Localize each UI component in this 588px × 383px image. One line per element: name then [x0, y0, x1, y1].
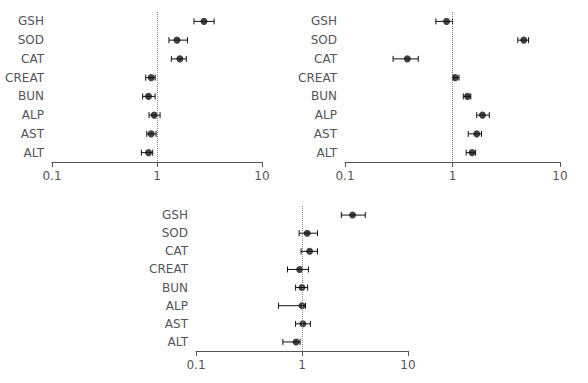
svg-text:10: 10	[254, 169, 269, 183]
svg-text:GSH: GSH	[311, 14, 337, 28]
svg-text:ALT: ALT	[167, 335, 188, 349]
svg-text:1: 1	[153, 169, 161, 183]
svg-text:10: 10	[400, 358, 415, 372]
svg-text:10: 10	[552, 169, 567, 183]
svg-text:0.1: 0.1	[186, 358, 205, 372]
svg-text:0.1: 0.1	[42, 169, 61, 183]
svg-text:ALT: ALT	[23, 146, 44, 160]
svg-text:GSH: GSH	[162, 208, 188, 222]
svg-text:CREAT: CREAT	[149, 262, 189, 276]
svg-text:AST: AST	[314, 127, 338, 141]
svg-text:0.1: 0.1	[335, 169, 354, 183]
svg-text:ALP: ALP	[166, 299, 188, 313]
svg-text:ALT: ALT	[316, 146, 337, 160]
svg-text:SOD: SOD	[311, 33, 337, 47]
svg-text:SOD: SOD	[18, 33, 44, 47]
svg-text:CREAT: CREAT	[298, 71, 338, 85]
svg-text:SOD: SOD	[162, 226, 188, 240]
svg-text:1: 1	[449, 169, 457, 183]
svg-text:CAT: CAT	[314, 52, 338, 66]
svg-text:BUN: BUN	[311, 89, 337, 103]
svg-text:AST: AST	[21, 127, 45, 141]
svg-text:ALP: ALP	[315, 108, 337, 122]
svg-text:1: 1	[298, 358, 306, 372]
svg-text:CREAT: CREAT	[5, 71, 45, 85]
svg-text:BUN: BUN	[18, 89, 44, 103]
svg-text:CAT: CAT	[21, 52, 45, 66]
svg-text:BUN: BUN	[162, 281, 188, 295]
svg-text:AST: AST	[165, 317, 189, 331]
svg-text:CAT: CAT	[165, 244, 189, 258]
svg-text:GSH: GSH	[18, 14, 44, 28]
svg-text:ALP: ALP	[22, 108, 44, 122]
